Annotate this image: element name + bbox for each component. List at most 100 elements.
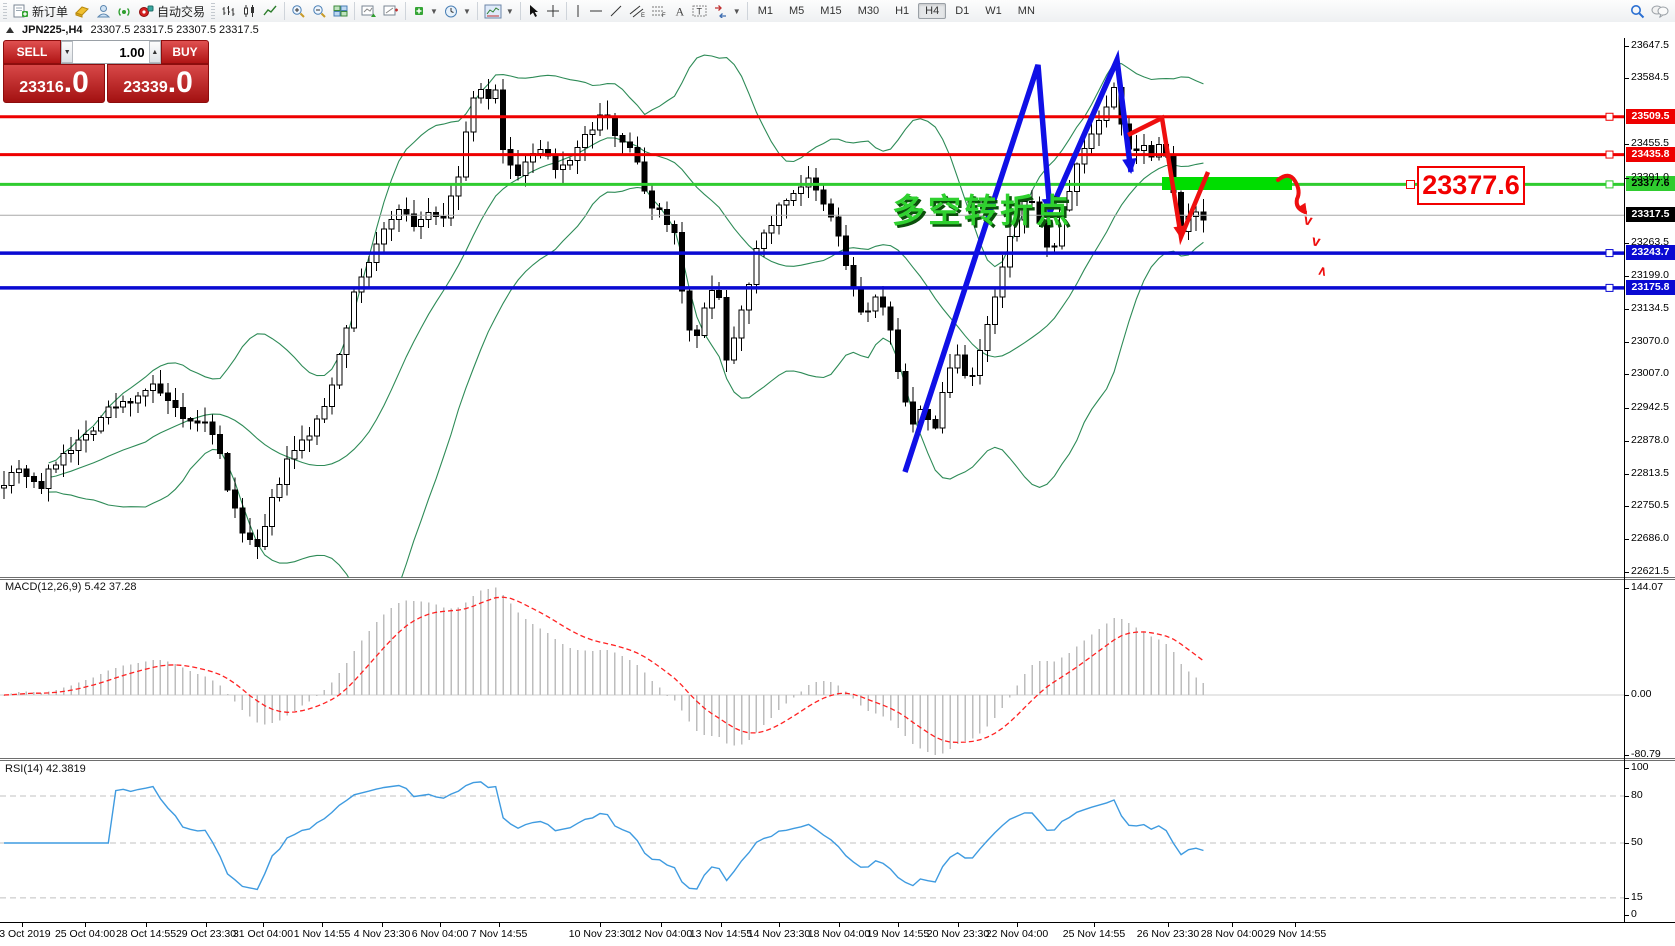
styles-button[interactable]	[71, 3, 93, 19]
svg-text:T: T	[696, 7, 702, 17]
timeframe-button-w1[interactable]: W1	[985, 5, 1002, 17]
panel-separator[interactable]	[0, 758, 1675, 759]
sell-price-button[interactable]: 23316.0	[3, 64, 105, 103]
trendline-icon	[610, 5, 622, 17]
price-level-tag-23435.8: 23435.8	[1626, 146, 1675, 162]
price-callout-label[interactable]: 23377.6	[1417, 166, 1525, 205]
rsi-label: RSI(14) 42.3819	[5, 763, 86, 775]
add-indicator-icon	[415, 7, 424, 15]
time-axis-label: 25 Nov 14:55	[1062, 928, 1126, 940]
timeframe-button-d1[interactable]: D1	[955, 5, 970, 17]
panel-separator[interactable]	[0, 577, 1675, 578]
collapse-chart-icon[interactable]	[6, 27, 14, 33]
vertical-line-tool[interactable]	[570, 3, 586, 19]
rsi-axis-label: 50	[1631, 836, 1643, 848]
timeframe-button-m1[interactable]: M1	[757, 5, 773, 17]
time-axis-label: 4 Nov 23:30	[353, 928, 411, 940]
projection-arrow[interactable]	[1276, 173, 1308, 215]
signal-icon	[118, 8, 130, 16]
volume-input[interactable]	[73, 41, 149, 63]
text-label-icon: T	[692, 5, 707, 17]
chart-shift-button[interactable]	[380, 3, 402, 19]
bar-chart-icon	[222, 6, 235, 16]
price-tick-label: 23584.5	[1631, 71, 1669, 84]
rsi-panel[interactable]	[0, 762, 1624, 921]
zoom-out-button[interactable]	[309, 3, 330, 20]
panel-separator	[0, 760, 1675, 761]
time-axis-label: 26 Nov 23:30	[1136, 928, 1200, 940]
volume-increase-button[interactable]: ▲	[148, 41, 162, 63]
horizontal-line-tool[interactable]	[586, 5, 606, 17]
bearish-wave-arrow[interactable]	[1126, 114, 1211, 246]
text-label-tool[interactable]: T	[689, 3, 710, 19]
trendline-tool[interactable]	[606, 3, 626, 19]
line-chart-button[interactable]	[260, 3, 281, 19]
profile-button[interactable]	[93, 3, 114, 19]
new-chart-button[interactable]	[358, 3, 380, 19]
red-direction-mark: v	[1302, 211, 1314, 229]
timeframe-button-h4[interactable]: H4	[918, 3, 947, 19]
price-level-tag-23377.6: 23377.6	[1626, 176, 1675, 192]
signals-button[interactable]	[114, 3, 135, 19]
chart-window-title: JPN225-,H4 23307.5 23317.5 23307.5 23317…	[0, 22, 1675, 38]
toolbar-grip[interactable]	[211, 3, 216, 19]
zoom-in-button[interactable]	[288, 3, 309, 20]
bullish-wave-arrow[interactable]	[902, 49, 1137, 473]
callout-anchor-handle[interactable]	[1406, 180, 1415, 189]
timeframe-button-m30[interactable]: M30	[857, 5, 880, 17]
chat-icon[interactable]	[1651, 4, 1669, 18]
price-tick-label: 22686.0	[1631, 532, 1669, 545]
bar-chart-button[interactable]	[218, 3, 239, 19]
vertical-line-icon	[577, 5, 579, 17]
price-tick-label: 23199.0	[1631, 269, 1669, 281]
time-axis-label: 25 Oct 04:00	[54, 928, 116, 940]
pivot-annotation-text[interactable]: 多空转折点	[892, 192, 1072, 229]
text-tool[interactable]: A	[670, 3, 689, 19]
macd-axis-label: -80.79	[1631, 748, 1661, 761]
level-handle	[1605, 283, 1614, 292]
search-icon[interactable]	[1630, 4, 1645, 19]
level-handle	[1605, 112, 1614, 121]
main-price-chart[interactable]: vv ∧	[0, 38, 1624, 578]
timeframe-button-mn[interactable]: MN	[1017, 5, 1035, 17]
fibonacci-tool[interactable]: F	[648, 3, 670, 19]
channel-tool[interactable]: E	[626, 3, 648, 19]
timeframes-menu-button[interactable]: ▼	[441, 3, 474, 20]
buy-button[interactable]: BUY	[161, 40, 209, 64]
sell-price-int: 23316	[19, 79, 64, 96]
shapes-tool[interactable]: ▼	[710, 3, 744, 19]
sell-price-frac: .0	[63, 66, 89, 99]
rsi-axis-label: 0	[1631, 908, 1637, 920]
time-axis-label: 28 Nov 04:00	[1200, 928, 1264, 940]
new-chart-icon	[361, 5, 377, 17]
time-axis-label: 6 Nov 04:00	[411, 928, 469, 940]
cursor-tool-button[interactable]	[524, 3, 543, 19]
macd-panel[interactable]	[0, 581, 1624, 758]
toolbar-grip[interactable]	[3, 3, 7, 19]
timeframe-button-h1[interactable]: H1	[895, 5, 910, 17]
tile-windows-button[interactable]	[330, 3, 351, 19]
price-tick-label: 22750.5	[1631, 499, 1669, 511]
templates-button[interactable]: ▼	[481, 3, 517, 20]
price-axis-line	[1624, 38, 1625, 922]
volume-decrease-button[interactable]: ▼	[61, 41, 74, 63]
chart-ohlc-values: 23307.5 23317.5 23307.5 23317.5	[90, 24, 259, 36]
new-order-button[interactable]: 新订单	[10, 2, 71, 21]
main-toolbar: 新订单 自动交易	[0, 0, 1675, 23]
timeframe-button-m15[interactable]: M15	[820, 5, 842, 17]
auto-trading-button[interactable]: 自动交易	[135, 2, 208, 21]
sell-button[interactable]: SELL	[3, 40, 61, 64]
price-tick-label: 23134.5	[1631, 302, 1669, 315]
time-axis-label: 29 Nov 14:55	[1263, 928, 1327, 940]
chart-symbol-period: JPN225-,H4	[22, 24, 83, 36]
indicators-button[interactable]: ▼	[409, 3, 441, 19]
level-handle	[1605, 249, 1614, 258]
price-level-tag-23175.8: 23175.8	[1626, 279, 1675, 295]
candle-chart-button[interactable]	[239, 3, 260, 19]
crosshair-tool-button[interactable]	[543, 3, 563, 19]
highlight-band[interactable]	[1162, 177, 1292, 190]
buy-price-button[interactable]: 23339.0	[107, 64, 209, 103]
timeframe-button-m5[interactable]: M5	[789, 5, 805, 17]
profile-icon	[96, 5, 111, 18]
